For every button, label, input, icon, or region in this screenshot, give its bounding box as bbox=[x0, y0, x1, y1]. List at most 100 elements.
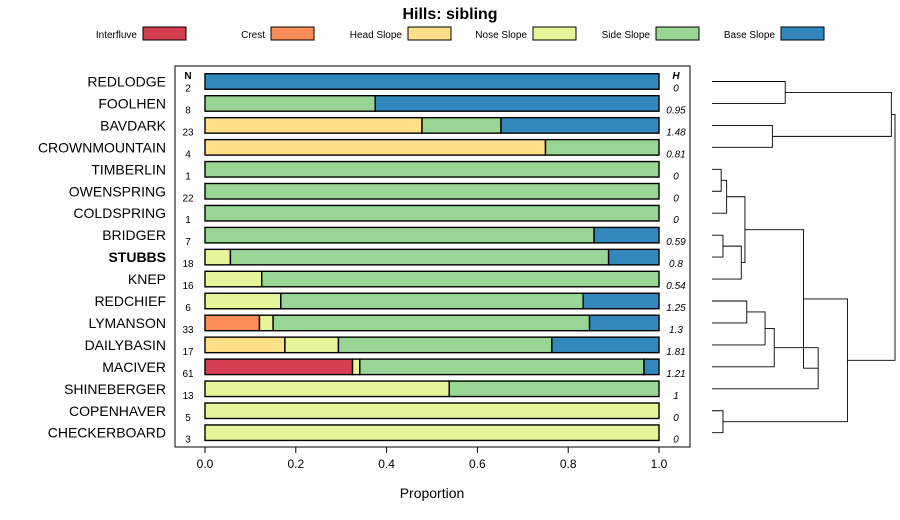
row-label-coldspring: COLDSPRING bbox=[73, 205, 166, 221]
h-value-owenspring: 0 bbox=[673, 193, 679, 204]
h-header: H bbox=[672, 71, 680, 82]
dendrogram bbox=[712, 81, 896, 434]
bar-stubbs-side-slope bbox=[229, 248, 610, 266]
bar-foolhen-side-slope bbox=[204, 94, 376, 112]
bar-bridger-base-slope bbox=[593, 226, 660, 244]
row-label-bridger: BRIDGER bbox=[102, 227, 166, 243]
n-value-crownmountain: 4 bbox=[185, 149, 191, 160]
h-value-foolhen: 0.95 bbox=[666, 105, 686, 116]
n-value-redchief: 6 bbox=[185, 303, 191, 314]
h-value-checkerboard: 0 bbox=[673, 435, 679, 446]
x-tick-label: 0.4 bbox=[378, 457, 395, 471]
x-tick-label: 0.6 bbox=[469, 457, 486, 471]
dendrogram-branch-12 bbox=[712, 347, 819, 390]
n-value-owenspring: 22 bbox=[182, 193, 194, 204]
bar-maciver-nose-slope bbox=[351, 358, 361, 376]
dendrogram-branch-1 bbox=[712, 81, 786, 104]
h-value-bridger: 0.59 bbox=[666, 237, 686, 248]
bar-lymanson-side-slope bbox=[272, 314, 591, 332]
plot-area: N H REDLODGE 2 0 FOOLHEN 8 0.95 BAVDARK 23 1.48 C… bbox=[38, 65, 691, 471]
row-label-redchief: REDCHIEF bbox=[94, 293, 166, 309]
legend-swatch-crest bbox=[270, 26, 315, 41]
row-label-checkerboard: CHECKERBOARD bbox=[48, 425, 166, 441]
n-value-checkerboard: 3 bbox=[185, 435, 191, 446]
n-value-timberlin: 1 bbox=[185, 171, 191, 182]
n-value-redlodge: 2 bbox=[185, 84, 191, 95]
row-label-copenhaver: COPENHAVER bbox=[69, 403, 166, 419]
bar-knep-nose-slope bbox=[204, 270, 263, 288]
n-value-bavdark: 23 bbox=[182, 127, 194, 138]
dendrogram-branch-4 bbox=[712, 168, 722, 192]
bar-maciver-side-slope bbox=[359, 358, 645, 376]
dendrogram-branch-10 bbox=[712, 311, 766, 346]
h-value-crownmountain: 0.81 bbox=[666, 149, 685, 160]
h-value-dailybasin: 1.81 bbox=[666, 347, 685, 358]
h-value-redlodge: 0 bbox=[673, 84, 679, 95]
legend-label-nose-slope: Nose Slope bbox=[475, 30, 527, 41]
row-label-crownmountain: CROWNMOUNTAIN bbox=[38, 139, 166, 155]
n-value-shineberger: 13 bbox=[182, 391, 194, 402]
bar-stubbs-nose-slope bbox=[204, 248, 232, 266]
row-label-timberlin: TIMBERLIN bbox=[91, 161, 166, 177]
dendrogram-branch-3 bbox=[772, 92, 892, 137]
legend-swatch-head-slope bbox=[407, 26, 452, 41]
n-value-knep: 16 bbox=[182, 281, 194, 292]
bar-bavdark-base-slope bbox=[500, 116, 660, 134]
row-label-dailybasin: DAILYBASIN bbox=[85, 337, 166, 353]
bar-owenspring-side-slope bbox=[204, 182, 660, 200]
h-value-timberlin: 0 bbox=[673, 171, 679, 182]
n-value-copenhaver: 5 bbox=[185, 413, 191, 424]
h-value-bavdark: 1.48 bbox=[666, 127, 686, 138]
legend-label-crest: Crest bbox=[241, 30, 265, 41]
bar-redchief-base-slope bbox=[582, 292, 660, 310]
dendrogram-branch-16 bbox=[847, 113, 896, 361]
bar-dailybasin-side-slope bbox=[337, 336, 553, 354]
row-label-knep: KNEP bbox=[128, 271, 166, 287]
bar-maciver-base-slope bbox=[643, 358, 660, 376]
bar-bavdark-side-slope bbox=[421, 116, 502, 134]
row-label-lymanson: LYMANSON bbox=[88, 315, 166, 331]
bar-crownmountain-head-slope bbox=[204, 138, 547, 156]
bar-dailybasin-nose-slope bbox=[284, 336, 340, 354]
n-value-lymanson: 33 bbox=[182, 325, 194, 336]
n-header: N bbox=[184, 71, 191, 82]
row-label-redlodge: REDLODGE bbox=[87, 74, 166, 90]
bar-foolhen-base-slope bbox=[374, 94, 660, 112]
dendrogram-branch-5 bbox=[712, 179, 728, 214]
n-value-dailybasin: 17 bbox=[182, 347, 194, 358]
dendrogram-branch-15 bbox=[722, 298, 848, 423]
bar-shineberger-nose-slope bbox=[204, 380, 450, 398]
legend-label-head-slope: Head Slope bbox=[350, 30, 403, 41]
bar-copenhaver-nose-slope bbox=[204, 402, 660, 420]
x-tick-label: 0.8 bbox=[560, 457, 577, 471]
row-label-shineberger: SHINEBERGER bbox=[64, 381, 166, 397]
legend-label-side-slope: Side Slope bbox=[602, 30, 651, 41]
bar-timberlin-side-slope bbox=[204, 160, 660, 178]
h-value-coldspring: 0 bbox=[673, 215, 679, 226]
h-value-knep: 0.54 bbox=[666, 281, 686, 292]
row-label-foolhen: FOOLHEN bbox=[98, 95, 166, 111]
plot-frame bbox=[174, 65, 691, 448]
bar-lymanson-nose-slope bbox=[258, 314, 274, 332]
legend-swatch-nose-slope bbox=[532, 26, 577, 41]
x-axis-label: Proportion bbox=[400, 485, 465, 501]
row-label-maciver: MACIVER bbox=[102, 359, 166, 375]
bar-bridger-side-slope bbox=[204, 226, 595, 244]
row-label-stubbs: STUBBS bbox=[108, 249, 166, 265]
bar-crownmountain-side-slope bbox=[544, 138, 660, 156]
legend-label-interfluve: Interfluve bbox=[96, 30, 138, 41]
dendrogram-branch-8 bbox=[726, 196, 746, 264]
x-tick-label: 1.0 bbox=[651, 457, 668, 471]
legend-label-base-slope: Base Slope bbox=[724, 30, 776, 41]
n-value-coldspring: 1 bbox=[185, 215, 191, 226]
bar-bavdark-head-slope bbox=[204, 116, 423, 134]
dendrogram-branch-9 bbox=[712, 300, 748, 324]
bar-stubbs-base-slope bbox=[607, 248, 660, 266]
h-value-stubbs: 0.8 bbox=[669, 259, 683, 270]
bar-shineberger-side-slope bbox=[448, 380, 660, 398]
bar-dailybasin-base-slope bbox=[551, 336, 660, 354]
dendrogram-branch-2 bbox=[712, 124, 773, 148]
n-value-maciver: 61 bbox=[182, 369, 194, 380]
bar-dailybasin-head-slope bbox=[204, 336, 286, 354]
bar-maciver-interfluve bbox=[204, 358, 354, 376]
